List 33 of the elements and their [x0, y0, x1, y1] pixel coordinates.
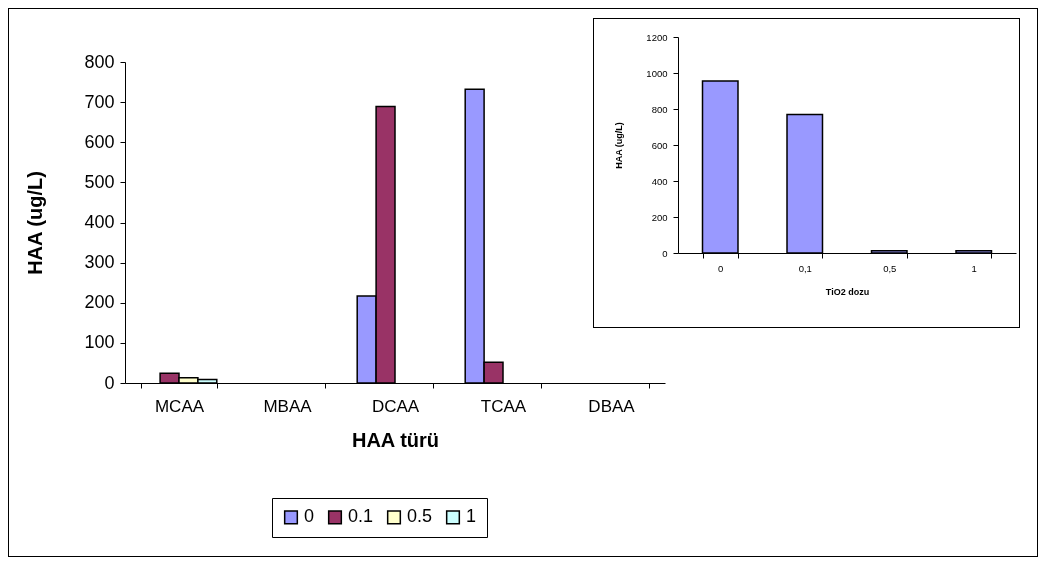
y-tick-label: 300: [84, 252, 115, 273]
y-tick-label: 100: [84, 332, 115, 353]
y-tick-label: 0: [104, 372, 115, 393]
y-tick-label: 700: [84, 91, 115, 112]
y-tick-label: 1000: [646, 67, 668, 79]
legend-label: 0.1: [348, 506, 374, 527]
x-tick-label: TCAA: [480, 396, 527, 416]
x-tick-label: DBAA: [588, 396, 636, 416]
x-tick-label: 0,5: [883, 263, 897, 275]
y-tick-label: 400: [651, 175, 668, 187]
y-tick-label: 400: [84, 212, 115, 232]
y-tick-label: 600: [651, 139, 668, 151]
y-tick-label: 200: [651, 211, 668, 223]
y-tick-label: 1200: [646, 31, 668, 43]
x-tick-label: DCAA: [371, 396, 420, 416]
legend-label: 0.5: [407, 506, 433, 527]
legend-label: 1: [466, 506, 477, 527]
x-tick-label: 0: [718, 263, 724, 275]
x-tick-label: 1: [971, 263, 977, 275]
y-tick-label: 800: [651, 103, 668, 115]
y-tick-label: 0: [662, 247, 668, 259]
y-tick-label: 500: [84, 171, 115, 192]
x-axis-title: TiO2 dozu: [825, 286, 870, 297]
y-axis-title: HAA (ug/L): [24, 171, 47, 275]
x-axis-title: HAA türü: [351, 428, 440, 451]
y-axis-title: HAA (ug/L): [614, 122, 625, 169]
y-tick-label: 200: [84, 292, 115, 313]
x-tick-label: MBAA: [263, 396, 313, 416]
y-tick-label: 600: [84, 131, 115, 152]
legend-label: 0: [304, 506, 315, 527]
x-tick-label: 0,1: [798, 263, 812, 275]
x-tick-label: MCAA: [154, 396, 205, 416]
y-tick-label: 800: [84, 51, 115, 72]
